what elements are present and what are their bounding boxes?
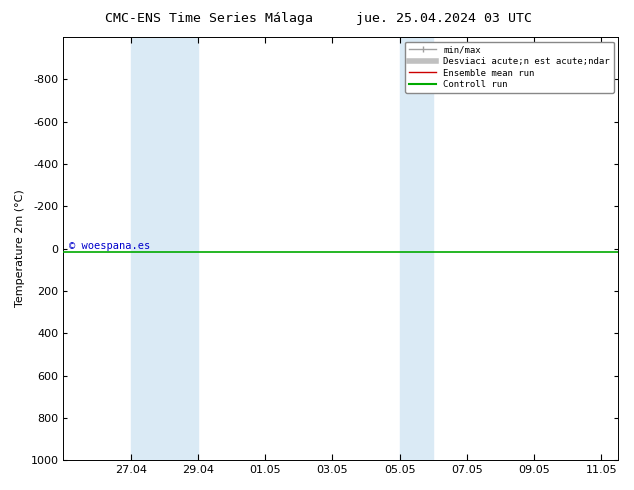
Legend: min/max, Desviaci acute;n est acute;ndar, Ensemble mean run, Controll run: min/max, Desviaci acute;n est acute;ndar…: [405, 42, 614, 93]
Text: © woespana.es: © woespana.es: [69, 242, 150, 251]
Y-axis label: Temperature 2m (°C): Temperature 2m (°C): [15, 190, 25, 307]
Bar: [399, 37, 433, 460]
Bar: [131, 37, 198, 460]
Text: jue. 25.04.2024 03 UTC: jue. 25.04.2024 03 UTC: [356, 12, 532, 25]
Text: CMC-ENS Time Series Málaga: CMC-ENS Time Series Málaga: [105, 12, 313, 25]
